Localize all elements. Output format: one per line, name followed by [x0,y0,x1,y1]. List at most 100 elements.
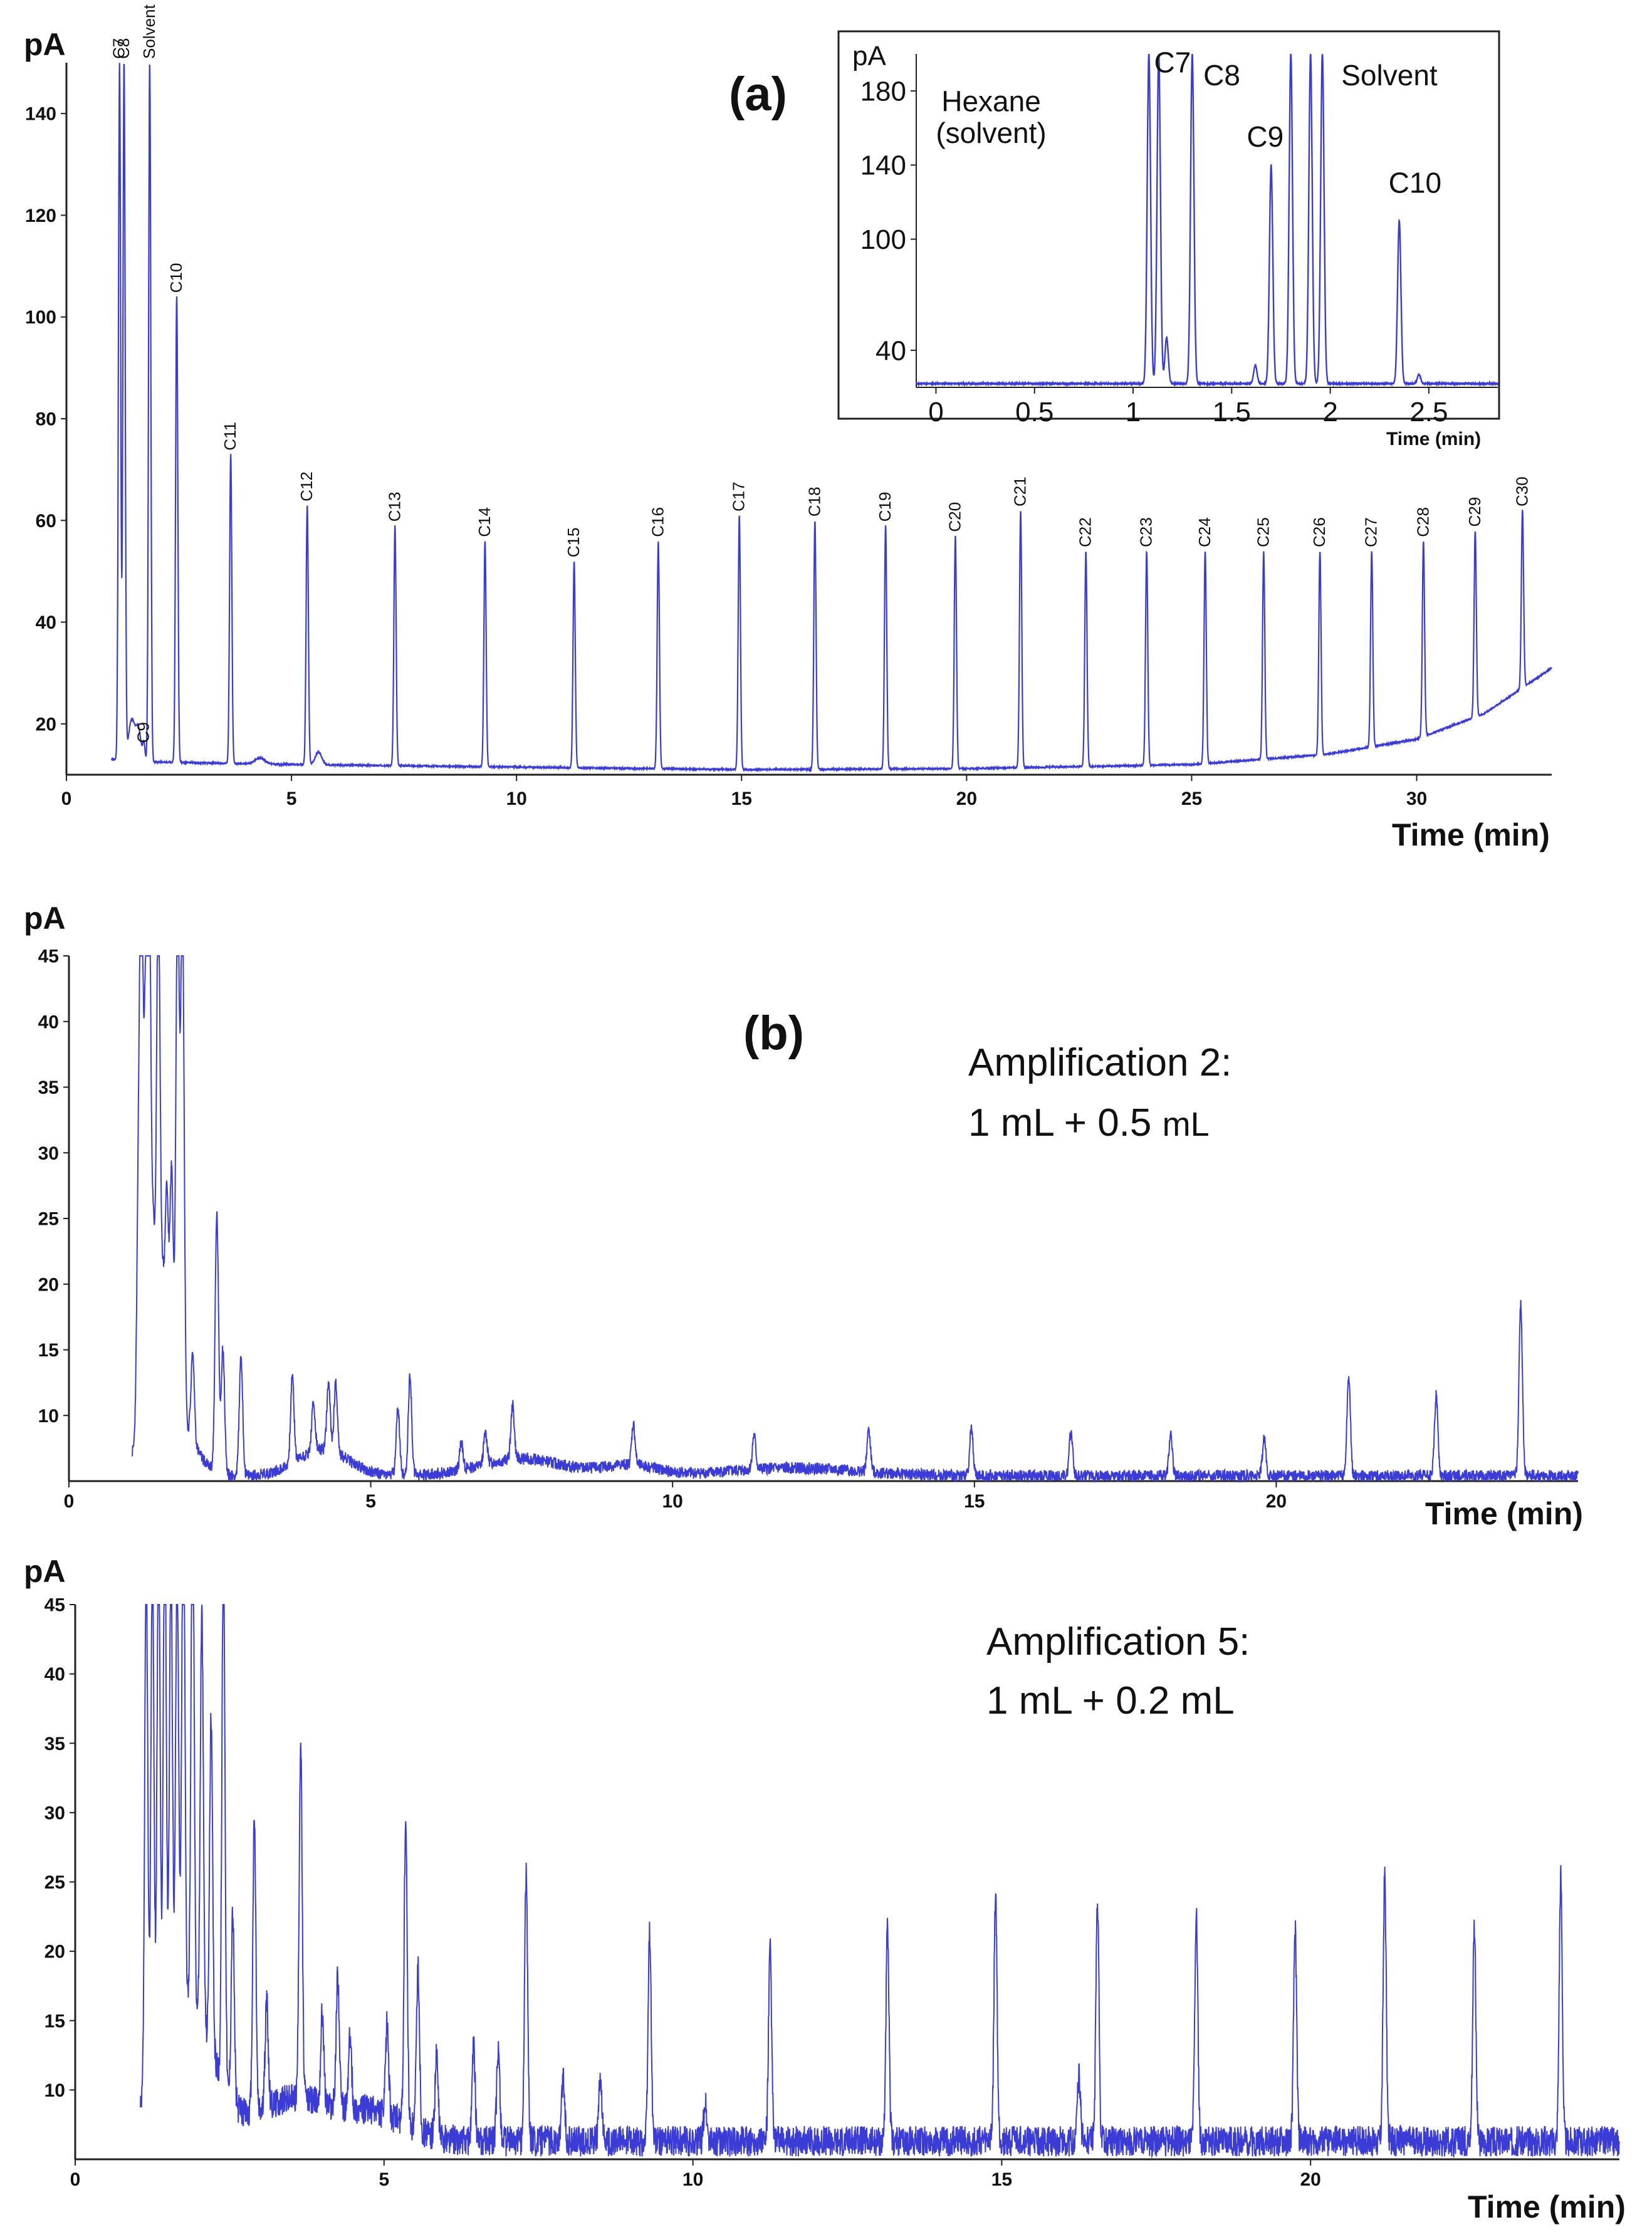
panel-c-chart: pA Time (min) Amplification 5: 1 mL + 0.… [24,1554,1626,2224]
x-tick-label: 5 [379,2169,389,2190]
panel-b-y-label: pA [24,901,66,936]
panel-b-trace [132,955,1579,1484]
inset-annotation: C10 [1389,167,1441,199]
peak-label-c18: C18 [805,487,823,517]
panel-b-subtitle-main: 1 mL + 0.5 [968,1101,1163,1145]
y-tick-label: 15 [44,2011,65,2031]
x-tick-label: 20 [1266,1491,1287,1512]
x-tick-label: 1.5 [1213,397,1251,427]
peak-label-c24: C24 [1195,517,1214,547]
panel-a-x-ticks: 0 5 10 15 20 25 30 [61,775,1427,809]
panel-b-subtitle: 1 mL + 0.5 mL [968,1101,1210,1145]
y-tick-label: 40 [36,612,56,633]
y-tick-label: 30 [44,1803,65,1823]
peak-label-c7: C7 [110,38,128,59]
panel-c-title: Amplification 5: [986,1620,1250,1664]
peak-label-c21: C21 [1011,476,1030,506]
panel-b-title: Amplification 2: [968,1041,1231,1084]
y-tick-label: 180 [860,76,906,107]
peak-label-c16: C16 [648,507,667,537]
x-tick-label: 5 [365,1491,376,1512]
panel-c-subtitle: 1 mL + 0.2 mL [986,1679,1235,1722]
y-tick-label: 100 [25,307,56,328]
x-tick-label: 0 [61,789,72,809]
y-tick-label: 100 [860,224,906,255]
panel-c-y-label: pA [24,1554,66,1589]
y-tick-label: 120 [25,206,56,226]
y-tick-label: 40 [876,335,906,366]
x-tick-label: 2.5 [1409,397,1448,427]
peak-label-c15: C15 [564,527,583,557]
panel-c-x-ticks: 0 5 10 15 20 [70,2159,1321,2190]
y-tick-label: 35 [44,1734,65,1754]
y-tick-label: 40 [44,1664,65,1685]
panel-a-y-label: pA [24,27,66,62]
peak-label-c29: C29 [1465,497,1484,527]
peak-label-c11: C11 [221,422,239,451]
inset-x-ticks: 0 0.5 1 1.5 2 2.5 [928,387,1448,427]
y-tick-label: 45 [44,1595,65,1616]
y-tick-label: 40 [38,1012,59,1032]
x-tick-label: 20 [956,789,977,809]
x-tick-label: 10 [662,1491,683,1512]
peak-label-c8: C8 [114,38,133,59]
y-tick-label: 80 [36,409,56,430]
y-tick-label: 140 [860,150,906,181]
x-tick-label: 30 [1406,789,1427,809]
y-tick-label: 25 [44,1872,65,1893]
panel-b-x-ticks: 0 5 10 15 20 [64,1481,1287,1512]
x-tick-label: 0 [928,397,943,427]
x-tick-label: 20 [1300,2169,1321,2190]
x-tick-label: 1 [1126,397,1141,427]
inset-annotation: C8 [1203,59,1240,92]
inset-annotation: (solvent) [936,117,1046,149]
x-tick-label: 15 [731,789,752,809]
y-tick-label: 15 [38,1340,59,1361]
y-tick-label: 10 [38,1406,59,1427]
panel-b-x-label: Time (min) [1425,1496,1583,1531]
x-tick-label: 10 [506,789,526,809]
peak-label-c28: C28 [1413,507,1432,537]
inset-x-label: Time (min) [1386,429,1481,449]
x-tick-label: 25 [1181,789,1202,809]
x-tick-label: 0.5 [1015,397,1053,427]
panel-c-x-label: Time (min) [1468,2189,1626,2224]
x-tick-label: 15 [991,2169,1012,2190]
y-tick-label: 20 [36,714,56,735]
peak-label-c12: C12 [297,471,316,501]
panel-b-y-ticks: 10 15 20 25 30 35 40 45 [38,946,69,1427]
y-tick-label: 60 [36,511,56,532]
inset-y-label: pA [852,41,886,71]
peak-label-c10: C10 [167,263,186,293]
peak-label-c26: C26 [1310,517,1329,547]
panel-a-x-label: Time (min) [1392,817,1550,852]
panel-a-letter: (a) [729,68,787,121]
y-tick-label: 10 [44,2080,65,2101]
peak-label-c23: C23 [1137,517,1156,547]
peak-label-c25: C25 [1253,517,1272,547]
inset-annotation: C7 [1154,46,1191,79]
y-tick-label: 25 [38,1209,59,1230]
peak-label-c22: C22 [1076,517,1095,547]
x-tick-label: 5 [286,789,297,809]
peak-label-c20: C20 [945,502,964,532]
panel-a-trace [110,63,1552,773]
inset-annotation: Hexane [941,85,1041,118]
x-tick-label: 2 [1322,397,1337,427]
y-tick-label: 35 [38,1077,59,1098]
x-tick-label: 10 [682,2169,703,2190]
x-tick-label: 0 [64,1491,75,1512]
inset-trace [915,53,1499,387]
y-tick-label: 140 [25,104,56,125]
inset-y-ticks: 40 100 140 180 [860,76,916,366]
inset-annotation: C9 [1247,120,1283,153]
x-tick-label: 0 [70,2169,81,2190]
y-tick-label: 20 [44,1942,65,1962]
peak-label-c14: C14 [475,507,494,537]
panel-b-subtitle-unit: mL [1163,1106,1210,1143]
x-tick-label: 15 [964,1491,985,1512]
